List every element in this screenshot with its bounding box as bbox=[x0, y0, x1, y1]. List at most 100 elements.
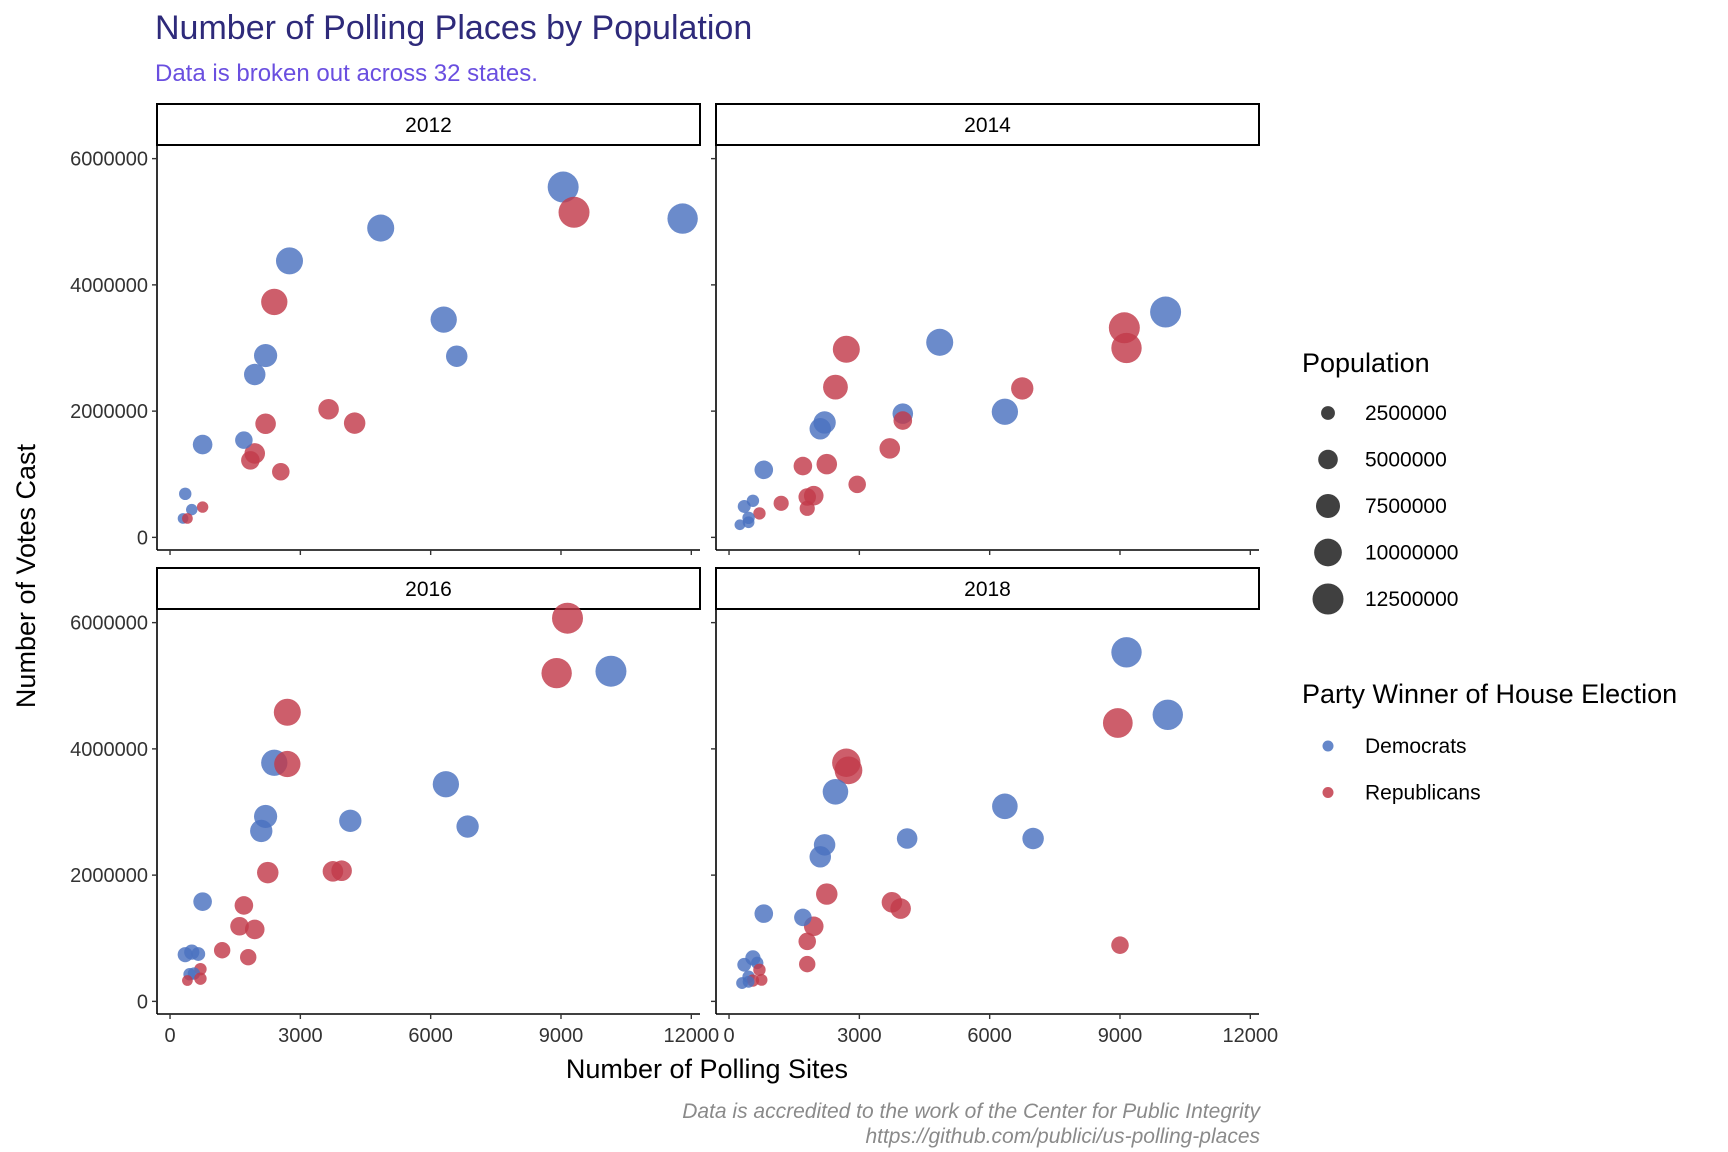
y-axis-title: Number of Votes Cast bbox=[11, 443, 41, 708]
data-point-republicans bbox=[890, 898, 911, 919]
data-point-republicans bbox=[773, 495, 789, 511]
data-point-democrats bbox=[794, 908, 812, 927]
data-point-democrats bbox=[192, 434, 213, 455]
data-point-republicans bbox=[230, 916, 249, 936]
data-point-republicans bbox=[257, 861, 279, 884]
data-point-democrats bbox=[191, 947, 206, 961]
facet-panel-2018: 2018 0 3000 6000 9000 12000 bbox=[711, 567, 1278, 1047]
facet-strip-label: 2012 bbox=[405, 114, 452, 137]
data-point-democrats bbox=[275, 247, 304, 275]
data-point-democrats bbox=[742, 516, 755, 529]
color-legend-label: Democrats bbox=[1365, 735, 1467, 758]
data-point-republicans bbox=[274, 750, 301, 778]
size-legend-title: Population bbox=[1302, 348, 1430, 378]
data-point-republicans bbox=[343, 412, 366, 434]
data-point-republicans bbox=[182, 513, 193, 524]
facet-strip bbox=[156, 103, 701, 146]
data-point-republicans bbox=[318, 398, 339, 420]
data-point-democrats bbox=[179, 487, 192, 501]
y-tick-label: 0 bbox=[137, 527, 148, 549]
data-point-republicans bbox=[213, 942, 231, 959]
data-point-democrats bbox=[254, 343, 278, 368]
data-point-democrats bbox=[186, 503, 198, 516]
color-legend: Party Winner of House Election Democrats… bbox=[1302, 679, 1677, 805]
x-tick-label: 3000 bbox=[278, 1025, 323, 1047]
data-point-democrats bbox=[992, 793, 1018, 820]
y-tick-label: 6000000 bbox=[70, 149, 148, 171]
data-point-republicans bbox=[244, 919, 265, 940]
data-point-republicans bbox=[1102, 708, 1133, 738]
facet-panel-2016: 2016 0 2000000 4000000 6000000 0 3000 6000 9000 1… bbox=[70, 567, 719, 1047]
data-point-republicans bbox=[879, 438, 901, 459]
x-tick-label: 9000 bbox=[539, 1025, 584, 1047]
data-point-democrats bbox=[456, 815, 479, 838]
data-point-democrats bbox=[193, 892, 212, 911]
data-point-democrats bbox=[809, 846, 831, 868]
size-legend-key bbox=[1321, 406, 1335, 420]
data-point-republicans bbox=[331, 860, 352, 881]
x-tick-label: 0 bbox=[723, 1025, 734, 1047]
y-tick-label: 6000000 bbox=[70, 613, 148, 635]
data-point-republicans bbox=[182, 975, 193, 986]
facet-strip-label: 2014 bbox=[964, 114, 1011, 137]
data-point-republicans bbox=[799, 955, 816, 973]
data-point-democrats bbox=[595, 655, 627, 687]
size-legend-key bbox=[1312, 583, 1344, 615]
data-point-republicans bbox=[798, 932, 816, 951]
data-point-republicans bbox=[893, 411, 913, 430]
data-point-democrats bbox=[809, 418, 831, 440]
data-point-republicans bbox=[1011, 377, 1034, 400]
data-point-democrats bbox=[737, 957, 752, 972]
color-legend-key-republicans bbox=[1322, 787, 1334, 798]
data-point-republicans bbox=[196, 501, 209, 513]
data-point-democrats bbox=[1150, 296, 1182, 328]
data-point-democrats bbox=[1152, 699, 1183, 730]
data-point-republicans bbox=[753, 507, 766, 520]
data-point-democrats bbox=[339, 809, 362, 833]
data-point-democrats bbox=[235, 431, 253, 449]
x-tick-label: 3000 bbox=[837, 1025, 882, 1047]
data-point-democrats bbox=[1022, 827, 1044, 850]
data-point-republicans bbox=[273, 698, 301, 726]
size-legend-key bbox=[1315, 493, 1341, 519]
size-legend-label: 12500000 bbox=[1365, 588, 1458, 611]
data-point-democrats bbox=[1111, 637, 1142, 668]
data-point-republicans bbox=[1111, 936, 1129, 954]
size-legend-label: 10000000 bbox=[1365, 542, 1458, 565]
facet-strip-label: 2018 bbox=[964, 578, 1011, 601]
facet-panel-2014: 2014 bbox=[711, 103, 1260, 555]
data-point-democrats bbox=[991, 398, 1019, 425]
y-tick-label: 4000000 bbox=[70, 739, 148, 761]
data-point-republicans bbox=[755, 974, 768, 986]
facet-strip bbox=[156, 567, 701, 610]
data-point-republicans bbox=[798, 488, 816, 506]
facet-strip-label: 2016 bbox=[405, 578, 452, 601]
data-point-republicans bbox=[799, 500, 815, 516]
caption-line-1: Data is accredited to the work of the Ce… bbox=[682, 1100, 1261, 1123]
chart-subtitle: Data is broken out across 32 states. bbox=[155, 60, 538, 87]
data-point-republicans bbox=[834, 756, 863, 785]
y-tick-label: 4000000 bbox=[70, 275, 148, 297]
x-tick-label: 6000 bbox=[967, 1025, 1012, 1047]
facet-strip bbox=[715, 567, 1260, 610]
facet-strip bbox=[715, 103, 1260, 146]
y-tick-label: 2000000 bbox=[70, 401, 148, 423]
data-point-democrats bbox=[754, 904, 774, 923]
data-point-democrats bbox=[432, 771, 460, 798]
size-legend: Population 2500000 5000000 7500000 10000000… bbox=[1302, 348, 1458, 615]
data-point-republicans bbox=[823, 374, 848, 400]
data-point-democrats bbox=[754, 460, 774, 480]
color-legend-title: Party Winner of House Election bbox=[1302, 679, 1677, 709]
size-legend-key bbox=[1314, 538, 1342, 567]
facet-panels: 2012 0 2000000 4000000 6000000 2014 2016 0 20000… bbox=[70, 103, 1278, 1047]
data-point-republicans bbox=[1111, 332, 1142, 364]
data-point-republicans bbox=[558, 196, 590, 228]
y-tick-label: 2000000 bbox=[70, 865, 148, 887]
data-point-democrats bbox=[746, 494, 760, 507]
caption-line-2: https://github.com/publici/us-polling-pl… bbox=[865, 1125, 1260, 1148]
data-point-republicans bbox=[194, 972, 207, 985]
size-legend-label: 2500000 bbox=[1365, 402, 1447, 425]
data-point-democrats bbox=[244, 363, 266, 386]
data-point-democrats bbox=[734, 519, 746, 531]
data-point-democrats bbox=[430, 306, 457, 333]
